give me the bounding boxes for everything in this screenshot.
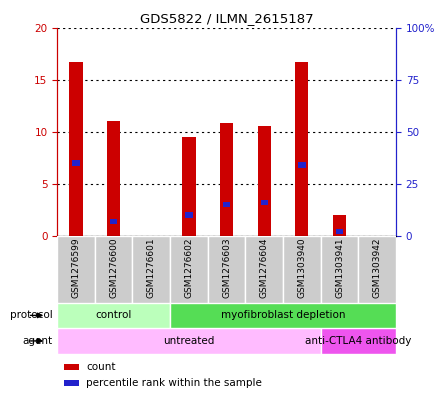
Bar (185, 212, 193, 218)
Bar (223, 202, 230, 207)
Bar (170, 236, 208, 303)
Text: GSM1276600: GSM1276600 (109, 238, 118, 298)
Bar (57, 236, 95, 303)
Bar (182, 137, 195, 236)
Bar (295, 62, 308, 236)
Bar (70, 62, 83, 236)
Bar (321, 328, 396, 354)
Bar (107, 121, 120, 236)
Bar (132, 236, 170, 303)
Text: GSM1276601: GSM1276601 (147, 238, 156, 298)
Bar (333, 215, 346, 236)
Text: anti-CTLA4 antibody: anti-CTLA4 antibody (305, 336, 411, 346)
Bar (220, 123, 233, 236)
Text: GSM1303942: GSM1303942 (373, 238, 381, 298)
Bar (283, 236, 321, 303)
Text: GSM1276604: GSM1276604 (260, 238, 269, 298)
Title: GDS5822 / ILMN_2615187: GDS5822 / ILMN_2615187 (140, 12, 313, 25)
Bar (298, 162, 305, 167)
Bar (57, 303, 170, 328)
Bar (57, 328, 321, 354)
Text: GSM1276599: GSM1276599 (72, 238, 81, 298)
Text: untreated: untreated (163, 336, 215, 346)
Bar (358, 236, 396, 303)
Text: count: count (86, 362, 115, 372)
Bar (170, 303, 396, 328)
Bar (336, 229, 343, 234)
Bar (260, 200, 268, 205)
Bar (258, 127, 271, 236)
Bar (246, 236, 283, 303)
Text: GSM1276603: GSM1276603 (222, 238, 231, 298)
Text: control: control (95, 310, 132, 320)
Text: agent: agent (23, 336, 53, 346)
Bar (64, 364, 79, 369)
Bar (95, 236, 132, 303)
Text: myofibroblast depletion: myofibroblast depletion (221, 310, 345, 320)
Bar (208, 236, 246, 303)
Text: GSM1303940: GSM1303940 (297, 238, 306, 298)
Text: protocol: protocol (10, 310, 53, 320)
Bar (321, 236, 358, 303)
Text: percentile rank within the sample: percentile rank within the sample (86, 378, 262, 388)
Bar (64, 380, 79, 386)
Bar (73, 160, 80, 165)
Bar (110, 219, 117, 224)
Text: GSM1303941: GSM1303941 (335, 238, 344, 298)
Text: GSM1276602: GSM1276602 (184, 238, 194, 298)
